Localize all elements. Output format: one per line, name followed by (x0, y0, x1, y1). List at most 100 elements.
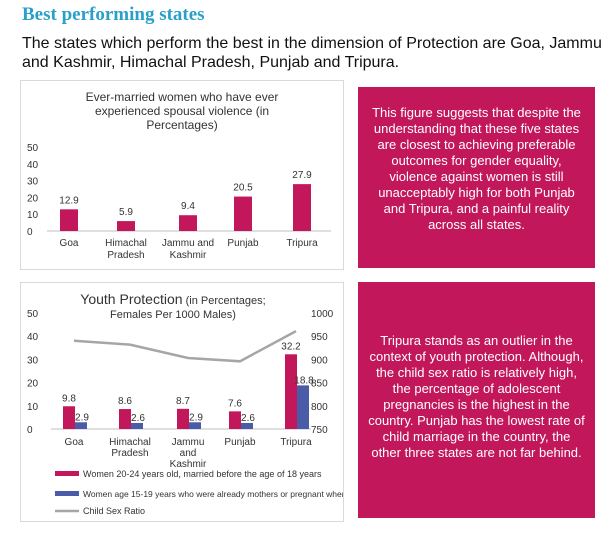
bar-value-label: 32.2 (281, 341, 301, 352)
chart-title: Youth Protection (in Percentages; (80, 291, 265, 307)
y2-tick-label: 750 (311, 425, 328, 436)
x-tick-label: Kashmir (170, 250, 207, 261)
bar-value-label: 2.9 (189, 412, 203, 423)
intro-text: The states which perform the best in the… (22, 35, 602, 71)
y-tick-label: 20 (27, 379, 39, 390)
bar-married-before-18 (177, 408, 189, 429)
chart-title-line: experienced spousal violence (in (95, 104, 269, 118)
bar-value-label: 9.8 (62, 393, 76, 404)
y2-tick-label: 950 (311, 332, 328, 343)
bar-teen-mothers (75, 422, 87, 429)
y2-tick-label: 1000 (311, 309, 334, 320)
legend-label: Women 20-24 years old, married before th… (83, 469, 322, 479)
y2-tick-label: 850 (311, 379, 328, 390)
y-tick-label: 20 (27, 193, 39, 204)
bar-value-label: 7.6 (228, 398, 242, 409)
callout-line: country. Punjab has the lowest rate of (368, 413, 585, 428)
page-heading: Best performing states (22, 4, 205, 25)
legend-swatch-teen-mothers (55, 491, 79, 496)
bar-value-label: 8.7 (176, 396, 190, 407)
x-tick-label: Punjab (227, 238, 259, 249)
callout-line: the child sex ratio is relatively high, (376, 365, 577, 380)
legend-swatch-married-before-18 (55, 471, 79, 476)
x-tick-label: Tripura (280, 437, 312, 448)
y-tick-label: 0 (27, 227, 33, 238)
youth-protection-chart: Youth Protection (in Percentages; Females… (27, 291, 384, 516)
x-tick-label: Pradesh (107, 250, 144, 261)
x-tick-label: Himachal (105, 238, 147, 249)
callout-line: and Tripura, and a painful reality (383, 201, 570, 216)
y-tick-label: 10 (27, 210, 39, 221)
chart-title-main: Youth Protection (80, 291, 182, 307)
callout-line: across all states. (428, 217, 525, 232)
bar-teen-mothers (189, 422, 201, 429)
x-tick-label: Pradesh (111, 448, 148, 459)
callout-line: unacceptably high for both Punjab (378, 185, 575, 200)
bar-value-label: 20.5 (233, 183, 253, 194)
bar-married-before-18 (229, 411, 241, 429)
x-tick-label: and (180, 448, 197, 459)
x-tick-label: Jammu (172, 437, 205, 448)
legend-label: Women age 15-19 years who were already m… (83, 489, 343, 499)
chart-title-line: Ever-married women who have ever (86, 90, 279, 104)
y-tick-label: 50 (27, 309, 39, 320)
y-tick-label: 30 (27, 177, 39, 188)
bar-value-label: 27.9 (292, 170, 312, 181)
y-tick-label: 40 (27, 160, 39, 171)
bar (60, 209, 78, 231)
x-tick-label: Tripura (286, 238, 318, 249)
bar-value-label: 8.6 (118, 396, 132, 407)
bar-value-label: 2.9 (75, 412, 89, 423)
spousal-callout-text: This figure suggests that despite the und… (358, 87, 595, 233)
x-tick-label: Goa (60, 238, 79, 249)
x-tick-label: Goa (65, 437, 84, 448)
callout-line: context of youth protection. Although, (369, 349, 584, 364)
callout-line: pregnancies is the highest in the (383, 397, 570, 412)
callout-line: understanding that these five states (373, 121, 580, 136)
y-tick-label: 0 (27, 425, 33, 436)
bar-value-label: 5.9 (119, 207, 133, 218)
y2-tick-label: 900 (311, 355, 328, 366)
bar-married-before-18 (63, 406, 75, 429)
bar-teen-mothers (131, 422, 143, 429)
bar-value-label: 18.8 (294, 375, 314, 386)
bar-value-label: 12.9 (59, 195, 79, 206)
bar-teen-mothers (241, 422, 253, 429)
youth-protection-panel: Youth Protection (in Percentages; Females… (20, 282, 384, 522)
x-tick-label: Himachal (109, 437, 151, 448)
spousal-callout-box: This figure suggests that despite the und… (358, 87, 595, 268)
callout-line: outcomes for gender equality, (391, 153, 562, 168)
callout-line: Tripura stands as an outlier in the (380, 333, 573, 348)
chart-subtitle: Females Per 1000 Males) (110, 309, 236, 321)
bar (179, 215, 197, 231)
callout-line: the percentage of adolescent (392, 381, 561, 396)
legend-label: Child Sex Ratio (83, 506, 145, 516)
spousal-violence-chart: Ever-married women who have everexperien… (27, 90, 331, 261)
child-sex-ratio-line (73, 329, 297, 363)
y2-tick-label: 800 (311, 402, 328, 413)
callout-line: This figure suggests that despite the (372, 105, 581, 120)
callout-line: child marriage in the country, the (382, 429, 571, 444)
x-tick-label: Punjab (224, 437, 256, 448)
y-tick-label: 10 (27, 402, 39, 413)
callout-line: other three states are not far behind. (371, 445, 582, 460)
youth-callout-box: Tripura stands as an outlier in the conte… (358, 282, 595, 518)
y-tick-label: 30 (27, 355, 39, 366)
bar-teen-mothers (297, 385, 309, 429)
spousal-violence-panel: Ever-married women who have ever experien… (20, 80, 344, 270)
bar-married-before-18 (285, 354, 297, 429)
youth-callout-text: Tripura stands as an outlier in the conte… (358, 282, 595, 461)
x-tick-label: Kashmir (170, 459, 207, 470)
y-tick-label: 40 (27, 332, 39, 343)
callout-line: violence against women is still (389, 169, 564, 184)
x-tick-label: Jammu and (162, 238, 214, 249)
chart-title-line: Percentages) (146, 118, 217, 132)
bar-married-before-18 (119, 409, 131, 429)
bar (234, 196, 252, 231)
bar-value-label: 9.4 (181, 201, 195, 212)
callout-line: are closest to achieving preferable (377, 137, 576, 152)
bar-value-label: 2.6 (131, 413, 145, 424)
bar (293, 184, 311, 231)
chart-title-suffix: (in Percentages; (183, 295, 266, 307)
bar-value-label: 2.6 (241, 413, 255, 424)
